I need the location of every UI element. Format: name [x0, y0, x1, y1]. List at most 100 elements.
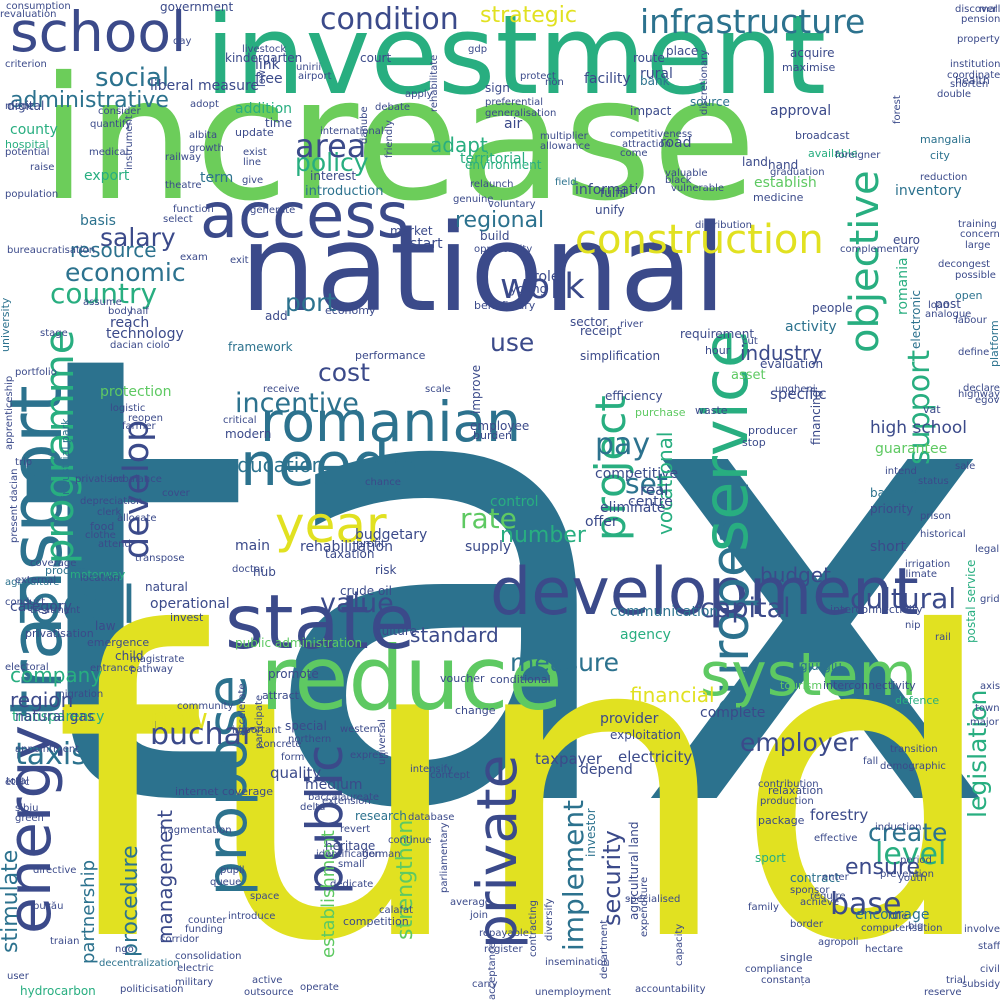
word-graduation: graduation	[770, 167, 825, 178]
word-hospital: hospital	[5, 138, 49, 151]
word-government: government	[160, 0, 234, 14]
word-capacity: capacity	[674, 923, 685, 966]
word-carry: carry	[472, 979, 498, 990]
word-exit: exit	[230, 255, 249, 266]
word-fulfil: fulfil	[600, 186, 627, 200]
word-requirement: requirement	[680, 327, 755, 341]
word-egov: egov	[975, 395, 1000, 406]
word-forest: forest	[892, 95, 903, 124]
word-introduction: introduction	[305, 184, 384, 199]
word-corridor: corridor	[160, 934, 200, 945]
word-law: law	[95, 619, 116, 633]
word-dacian-ciolo: dacian ciolo	[110, 340, 170, 351]
word-giurgiu: giurgiu	[800, 659, 842, 673]
word-sponsor: sponsor	[790, 885, 830, 896]
word-livestock: livestock	[242, 44, 287, 55]
word-specific: specific	[770, 385, 827, 403]
word-large: large	[965, 240, 991, 251]
word-university: university	[0, 297, 12, 352]
word-basis: basis	[80, 213, 116, 229]
word-pupil: pupil	[220, 865, 245, 876]
word-rehabilitate: rehabilitate	[429, 54, 440, 112]
word-voucher: voucher	[440, 672, 485, 685]
word-child: child	[115, 649, 144, 663]
word-profit: profit	[356, 537, 386, 550]
word-modern: modern	[225, 427, 272, 441]
word-concrete: concrete	[258, 739, 302, 750]
word-objective: objective	[842, 170, 888, 353]
word-clothe: clothe	[85, 530, 116, 541]
word-airport: airport	[298, 71, 332, 82]
word-constan-a: constanța	[761, 975, 811, 986]
word-maximise: maximise	[782, 61, 836, 74]
word-national: national	[240, 200, 727, 339]
word-assume: assume	[83, 297, 122, 308]
word-territorial: territorial	[460, 151, 526, 167]
word-education: education	[225, 453, 325, 477]
word-fall: fall	[863, 756, 879, 767]
word-staff: staff	[978, 941, 1000, 952]
word-interconnectivity: interconnectivity	[823, 679, 916, 692]
word-protection: protection	[100, 384, 172, 400]
word-continue: continue	[388, 835, 432, 846]
word-day: day	[173, 36, 192, 47]
word-climate: climate	[900, 569, 937, 580]
word-postal-service: postal service	[964, 559, 978, 643]
word-internet-coverage: internet coverage	[175, 785, 274, 798]
word-access: access	[200, 179, 409, 252]
word-development: development	[490, 555, 919, 630]
word-discretionary: discretionary	[699, 49, 710, 115]
word-increase: increase	[40, 41, 757, 239]
word-build: build	[480, 229, 510, 243]
word-calafat: calafat	[379, 905, 414, 916]
word-air: air	[504, 116, 523, 132]
word-hectare: hectare	[865, 944, 904, 955]
word-extension: extension	[322, 796, 371, 807]
word-trial: trial	[946, 975, 966, 986]
word-black: black	[665, 175, 692, 186]
word-special: special	[285, 719, 327, 733]
word-start: start	[410, 236, 443, 252]
word-farmer: farmer	[122, 421, 156, 432]
word-unirii: unirii	[296, 62, 322, 73]
word-dedicate: dedicate	[330, 879, 374, 890]
word-hydrocarbon: hydrocarbon	[20, 984, 96, 998]
word-industrial-park: industrial park	[59, 418, 72, 498]
word-opportunity: opportunity	[474, 244, 533, 255]
word-year: year	[275, 496, 387, 554]
word-inventory: inventory	[895, 183, 962, 199]
word-danube: danube	[359, 106, 370, 144]
word-stop: stop	[742, 436, 766, 449]
word-doctor: doctor	[232, 564, 265, 575]
word-area: area	[295, 127, 367, 165]
word-interconnectivity: interconnectivity	[830, 603, 923, 616]
word-time: time	[265, 116, 293, 130]
word-partnership: partnership	[78, 859, 99, 964]
word-liberal-measure: liberal measure	[150, 78, 260, 94]
word-taxpayer: taxpayer	[535, 750, 602, 768]
word-platform: platform	[988, 320, 1000, 367]
word-short: short	[870, 539, 906, 555]
word-concept: concept	[430, 770, 470, 781]
word-counter: counter	[188, 915, 227, 926]
word-identification: identification	[316, 849, 382, 860]
word-market: market	[390, 224, 433, 238]
word-beneficiary: beneficiary	[474, 299, 536, 312]
word-cultural: cultural	[850, 582, 957, 615]
word-efficiency: efficiency	[605, 389, 663, 403]
word-analogue: analogue	[925, 309, 972, 320]
word-function: function	[173, 204, 214, 215]
word-reserve: reserve	[924, 987, 962, 998]
word-update: update	[235, 126, 274, 139]
word-crude-oil: crude oil	[340, 584, 392, 598]
word-competitive: competitive	[595, 466, 679, 482]
word-mangalia: mangalia	[920, 133, 972, 146]
word-construction: construction	[575, 217, 824, 263]
word-reduce: reduce	[260, 627, 563, 730]
word-pay: pay	[595, 427, 651, 462]
word-northern: northern	[288, 734, 332, 745]
word-promote: promote	[268, 667, 319, 681]
word-resource: resource	[70, 238, 157, 262]
word-attract: attract	[262, 689, 299, 702]
word-available: available	[808, 147, 858, 160]
